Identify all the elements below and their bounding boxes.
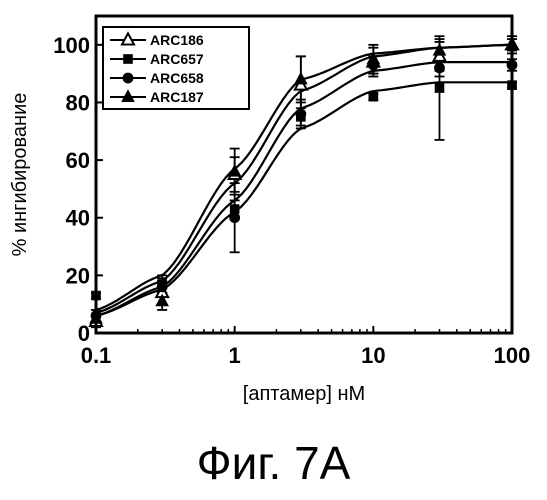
data-point-arc658 bbox=[157, 281, 168, 292]
data-point-arc658 bbox=[229, 212, 240, 223]
y-axis-label: % ингибирование bbox=[9, 93, 31, 257]
y-tick-label: 0 bbox=[78, 321, 90, 346]
legend: ARC186 ARC657 ARC658 ARC187 bbox=[103, 27, 249, 109]
y-tick-label: 60 bbox=[66, 148, 90, 173]
y-tick-label: 80 bbox=[66, 90, 90, 115]
y-tick-label: 20 bbox=[66, 263, 90, 288]
legend-label: ARC658 bbox=[150, 70, 204, 86]
y-tick-label: 100 bbox=[53, 33, 90, 58]
x-tick-label: 0.1 bbox=[81, 343, 112, 368]
x-tick-label: 100 bbox=[494, 343, 531, 368]
x-tick-label: 10 bbox=[361, 343, 385, 368]
legend-marker-arc657 bbox=[123, 54, 133, 64]
x-tick-label: 1 bbox=[229, 343, 241, 368]
data-point-arc658 bbox=[434, 62, 445, 73]
data-point-arc657 bbox=[369, 92, 379, 102]
figure-caption: Фиг. 7А bbox=[0, 436, 547, 490]
legend-label: ARC187 bbox=[150, 89, 204, 105]
legend-label: ARC657 bbox=[150, 51, 204, 67]
x-axis-label: [аптамер] нМ bbox=[243, 383, 365, 405]
data-point-arc657 bbox=[435, 83, 445, 93]
data-point-arc658 bbox=[295, 109, 306, 120]
legend-marker-arc658 bbox=[123, 73, 134, 84]
data-point-arc187 bbox=[433, 44, 445, 55]
legend-label: ARC186 bbox=[150, 32, 204, 48]
y-tick-label: 40 bbox=[66, 206, 90, 231]
